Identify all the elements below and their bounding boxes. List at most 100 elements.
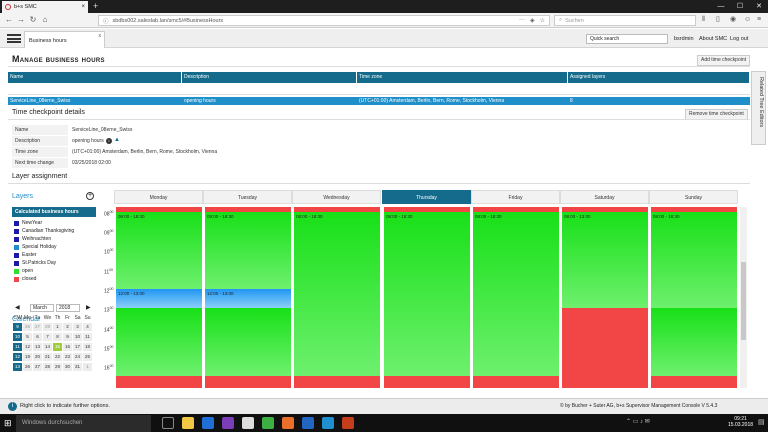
open-segment[interactable] (651, 308, 737, 376)
onenote-icon[interactable] (222, 417, 234, 429)
closed-segment[interactable] (562, 207, 648, 212)
calendar-day[interactable]: 28 (43, 323, 52, 331)
library-icon[interactable]: ⫴ (702, 16, 705, 23)
add-layer-icon[interactable]: + (86, 192, 94, 200)
open-segment[interactable] (116, 308, 202, 376)
calendar-day[interactable]: 21 (43, 353, 52, 361)
lunch-segment[interactable]: 12:00 - 13:00 (116, 289, 202, 308)
chrome-icon[interactable] (262, 417, 274, 429)
open-segment[interactable]: 08:00 - 18:30 (473, 212, 559, 376)
calendar-day[interactable]: 27 (33, 363, 42, 371)
more-dots-icon[interactable]: ··· (518, 17, 525, 23)
outlook-icon[interactable] (302, 417, 314, 429)
open-segment[interactable]: 08:00 - 18:30 (651, 212, 737, 308)
open-segment[interactable]: 08:00 - 18:30 (205, 212, 291, 289)
bookmark-star-icon[interactable]: ☆ (539, 18, 545, 24)
calendar-day[interactable]: 6 (33, 333, 42, 341)
calendar-day[interactable]: 7 (43, 333, 52, 341)
back-arrow-icon[interactable]: ← (5, 15, 13, 24)
column-header-time-zone[interactable]: Time zone (357, 72, 568, 83)
closed-segment[interactable] (384, 207, 470, 212)
calendar-day[interactable]: 18 (83, 343, 92, 351)
next-month-icon[interactable]: ▶ (86, 305, 91, 311)
calendar-day[interactable]: 16 (63, 343, 72, 351)
prev-month-icon[interactable]: ◀ (15, 305, 20, 311)
system-tray-icons[interactable]: ⌃ ▭ ♪ ✉ (626, 419, 650, 425)
windows-search-box[interactable]: Windows durchsuchen (16, 415, 151, 432)
open-segment[interactable]: 08:00 - 18:30 (384, 212, 470, 376)
calendar-day[interactable]: 20 (33, 353, 42, 361)
calendar-day[interactable]: 29 (53, 363, 62, 371)
column-header-name[interactable]: Name (8, 72, 182, 83)
calendar-day[interactable]: 26 (23, 323, 32, 331)
firefox-icon[interactable] (282, 417, 294, 429)
day-column-saturday[interactable]: 08:00 - 13:00 (562, 207, 648, 388)
layer-item[interactable]: open (14, 267, 33, 275)
closed-segment[interactable] (294, 207, 380, 212)
column-header-description[interactable]: Description (182, 72, 357, 83)
browser-search-box[interactable]: ⌕ Suchen (554, 15, 696, 26)
close-tab-icon[interactable]: × (81, 4, 85, 10)
layer-item[interactable]: NewYear (14, 219, 42, 227)
day-column-thursday[interactable]: 08:00 - 18:30 (384, 207, 470, 388)
calendar-day[interactable]: 23 (63, 353, 72, 361)
closed-segment[interactable] (473, 207, 559, 212)
day-header-thursday[interactable]: Thursday (382, 190, 471, 204)
closed-segment[interactable] (116, 376, 202, 388)
calendar-day[interactable]: 28 (43, 363, 52, 371)
home-icon[interactable]: ⌂ (42, 15, 48, 24)
year-select[interactable]: 2018 (56, 304, 80, 312)
scrollbar-thumb[interactable] (741, 262, 746, 340)
url-bar[interactable]: ⓘ sbdbs002.saleslab.lan/smc5/#BusinessHo… (98, 15, 550, 26)
calendar-day[interactable]: 4 (83, 323, 92, 331)
calendar-day[interactable]: 5 (23, 333, 32, 341)
calendar-day[interactable]: 9 (63, 333, 72, 341)
app-tab-business-hours[interactable]: Business hours x (24, 31, 105, 48)
calendar-day[interactable]: 27 (33, 323, 42, 331)
day-header-wednesday[interactable]: Wednesday (292, 190, 381, 204)
calendar-day[interactable]: 3 (73, 323, 82, 331)
browser-tab[interactable]: b+s SMC × (2, 1, 88, 13)
minimize-icon[interactable]: — (717, 3, 725, 10)
calendar-day[interactable]: 26 (23, 363, 32, 371)
day-column-wednesday[interactable]: 08:00 - 18:30 (294, 207, 380, 388)
calendar-day[interactable]: 14 (43, 343, 52, 351)
day-header-saturday[interactable]: Saturday (560, 190, 649, 204)
table-row[interactable] (8, 97, 750, 105)
edge-icon[interactable] (202, 417, 214, 429)
related-tree-editors-tab[interactable]: Related Tree Editors (751, 71, 766, 145)
closed-segment[interactable] (384, 376, 470, 388)
layer-item[interactable]: Special Holiday (14, 243, 56, 251)
powerpoint-icon[interactable] (342, 417, 354, 429)
day-header-tuesday[interactable]: Tuesday (203, 190, 292, 204)
forward-arrow-icon[interactable]: → (17, 15, 25, 24)
hamburger-menu-icon[interactable] (6, 32, 22, 45)
closed-segment[interactable] (116, 207, 202, 212)
layer-item[interactable]: Weihnachten (14, 235, 51, 243)
logout-link[interactable]: Log out (730, 36, 749, 42)
day-column-friday[interactable]: 08:00 - 18:30 (473, 207, 559, 388)
day-column-tuesday[interactable]: 08:00 - 18:30 12:00 - 13:00 (205, 207, 291, 388)
closed-segment[interactable] (205, 207, 291, 212)
task-view-icon[interactable] (162, 417, 174, 429)
notifications-icon[interactable]: ▤ (758, 419, 765, 426)
reload-icon[interactable]: ↻ (29, 15, 37, 24)
calendar-day[interactable]: 22 (53, 353, 62, 361)
closed-segment[interactable] (294, 376, 380, 388)
closed-segment[interactable] (205, 376, 291, 388)
layer-item[interactable]: Easter (14, 251, 36, 259)
store-icon[interactable] (242, 417, 254, 429)
month-select[interactable]: March (30, 304, 54, 312)
closed-segment[interactable] (651, 376, 737, 388)
calendar-day[interactable]: 30 (63, 363, 72, 371)
extension-icon[interactable]: ◉ (730, 16, 737, 23)
window-close-icon[interactable]: ✕ (756, 3, 762, 10)
calendar-day[interactable]: 2 (63, 323, 72, 331)
calendar-day[interactable]: 19 (23, 353, 32, 361)
calendar-day[interactable]: 1 (83, 363, 92, 371)
windows-start-icon[interactable]: ⊞ (4, 418, 12, 428)
calendar-day[interactable]: 13 (33, 343, 42, 351)
about-smc-link[interactable]: About SMC (699, 36, 728, 42)
open-segment[interactable]: 08:00 - 13:00 (562, 212, 648, 308)
layer-item-calculated[interactable]: Calculated business hours (12, 207, 96, 217)
